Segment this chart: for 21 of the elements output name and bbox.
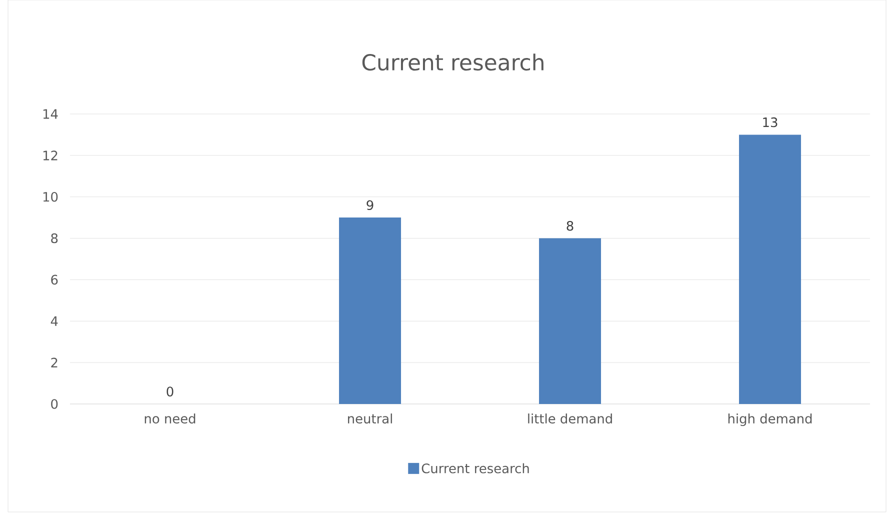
y-tick-label: 8	[51, 233, 58, 244]
x-tick-label: little demand	[528, 414, 612, 424]
data-label: 0	[166, 386, 174, 396]
legend-label: Current research	[422, 463, 529, 474]
x-tick-label: high demand	[728, 414, 812, 426]
data-label: 8	[566, 220, 574, 231]
x-tick-label: no need	[144, 414, 196, 424]
y-tick-label: 14	[43, 109, 58, 119]
y-tick-label: 12	[43, 150, 58, 160]
y-tick-label: 0	[51, 399, 58, 409]
bar	[739, 134, 802, 404]
y-tick-label: 4	[50, 316, 58, 326]
chart-title: Current research	[362, 54, 544, 71]
y-tick-label: 6	[51, 274, 58, 285]
x-tick-label: neutral	[348, 414, 392, 424]
y-tick-label: 10	[43, 192, 58, 202]
y-tick-label: 2	[51, 358, 58, 368]
data-label: 9	[366, 200, 374, 210]
data-label: 13	[763, 117, 778, 128]
bar	[539, 238, 602, 404]
bar	[339, 218, 402, 404]
